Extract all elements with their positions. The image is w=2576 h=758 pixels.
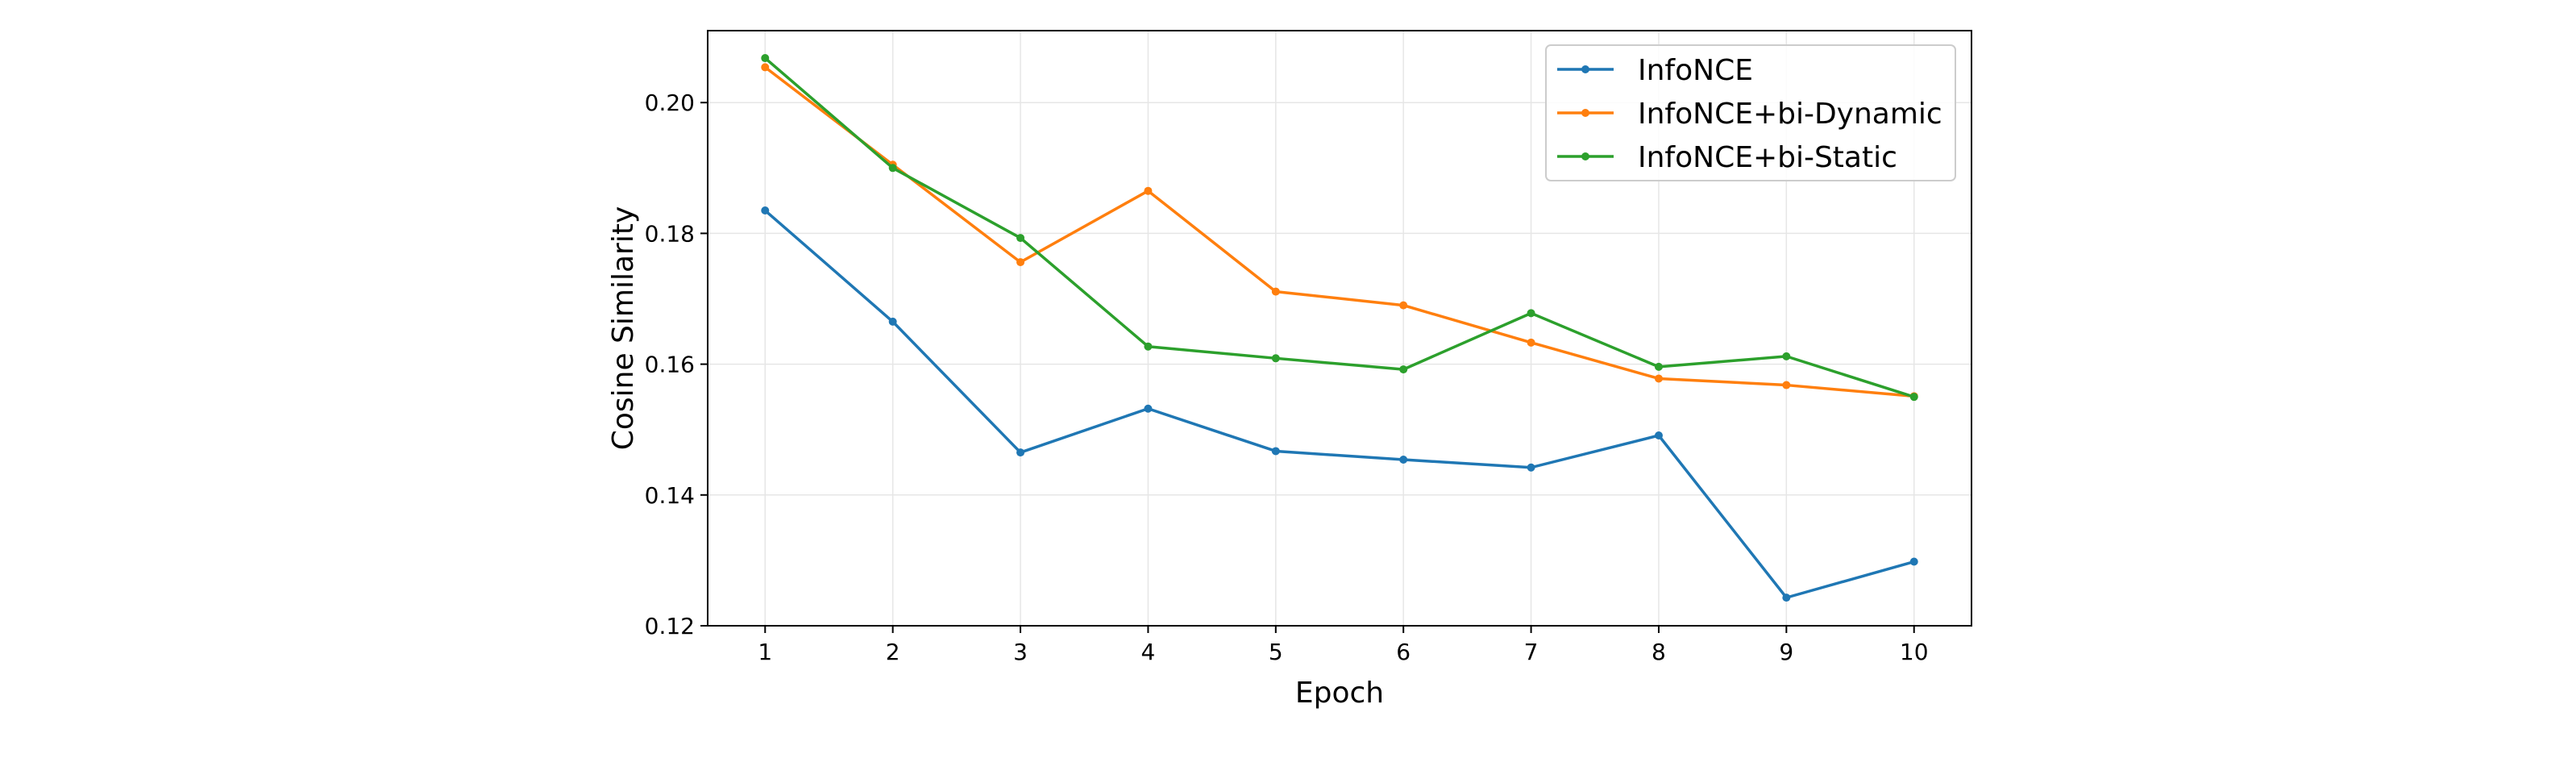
legend-label: InfoNCE <box>1638 54 1753 87</box>
data-point <box>1909 557 1918 566</box>
data-point <box>1399 456 1408 464</box>
legend-label: InfoNCE+bi-Dynamic <box>1638 98 1942 131</box>
data-point <box>1654 374 1663 383</box>
data-point <box>1782 352 1791 360</box>
legend-swatch-marker <box>1581 109 1589 117</box>
data-point <box>1909 393 1918 402</box>
x-axis-ticks: 1 2 3 4 5 6 7 8 9 10 <box>758 626 1929 665</box>
x-tick-label: 4 <box>1141 639 1156 665</box>
data-point <box>1527 309 1535 318</box>
x-tick-label: 8 <box>1652 639 1666 665</box>
data-point <box>888 164 897 173</box>
legend: InfoNCE InfoNCE+bi-Dynamic InfoNCE+bi-Stat… <box>1545 44 1956 181</box>
y-tick-label: 0.14 <box>645 482 695 509</box>
data-point <box>1654 362 1663 371</box>
data-point <box>1782 593 1791 602</box>
data-point <box>1399 365 1408 374</box>
y-axis-ticks: 0.12 0.14 0.16 0.18 0.20 <box>645 90 708 639</box>
y-tick-label: 0.16 <box>645 352 695 378</box>
data-point <box>1144 404 1153 413</box>
series-line <box>764 66 1914 398</box>
x-tick-label: 10 <box>1900 639 1929 665</box>
x-tick-label: 3 <box>1013 639 1028 665</box>
x-tick-label: 1 <box>758 639 772 665</box>
legend-swatch-marker <box>1581 152 1589 160</box>
data-point <box>1399 301 1408 310</box>
data-point <box>1527 463 1535 472</box>
data-point <box>1271 354 1280 363</box>
y-axis-title: Cosine Similarity <box>607 206 640 451</box>
y-tick-label: 0.18 <box>645 220 695 247</box>
data-point <box>1271 287 1280 296</box>
y-tick-label: 0.20 <box>645 90 695 116</box>
series-line <box>764 209 1915 599</box>
legend-swatch-marker <box>1581 65 1589 73</box>
data-point <box>761 54 770 63</box>
data-point <box>1016 234 1025 243</box>
x-axis-title: Epoch <box>1295 677 1384 710</box>
x-tick-label: 5 <box>1269 639 1283 665</box>
data-point <box>1016 448 1025 457</box>
data-point <box>1527 338 1535 347</box>
data-point <box>1016 258 1025 267</box>
data-point <box>761 206 770 215</box>
data-point <box>1782 381 1791 389</box>
data-point <box>761 63 770 72</box>
data-point <box>888 317 897 326</box>
x-tick-label: 2 <box>886 639 900 665</box>
data-point <box>1654 431 1663 440</box>
plot-frame <box>707 30 1972 627</box>
data-point <box>1144 186 1153 195</box>
x-tick-label: 7 <box>1524 639 1539 665</box>
legend-label: InfoNCE+bi-Static <box>1638 141 1897 174</box>
data-point <box>1271 447 1280 456</box>
x-tick-label: 9 <box>1779 639 1793 665</box>
data-point <box>1144 342 1153 351</box>
y-tick-label: 0.12 <box>645 613 695 639</box>
series-line <box>764 56 1915 398</box>
series-lines <box>761 54 1918 602</box>
x-tick-label: 6 <box>1396 639 1411 665</box>
legend-box <box>1545 44 1956 181</box>
